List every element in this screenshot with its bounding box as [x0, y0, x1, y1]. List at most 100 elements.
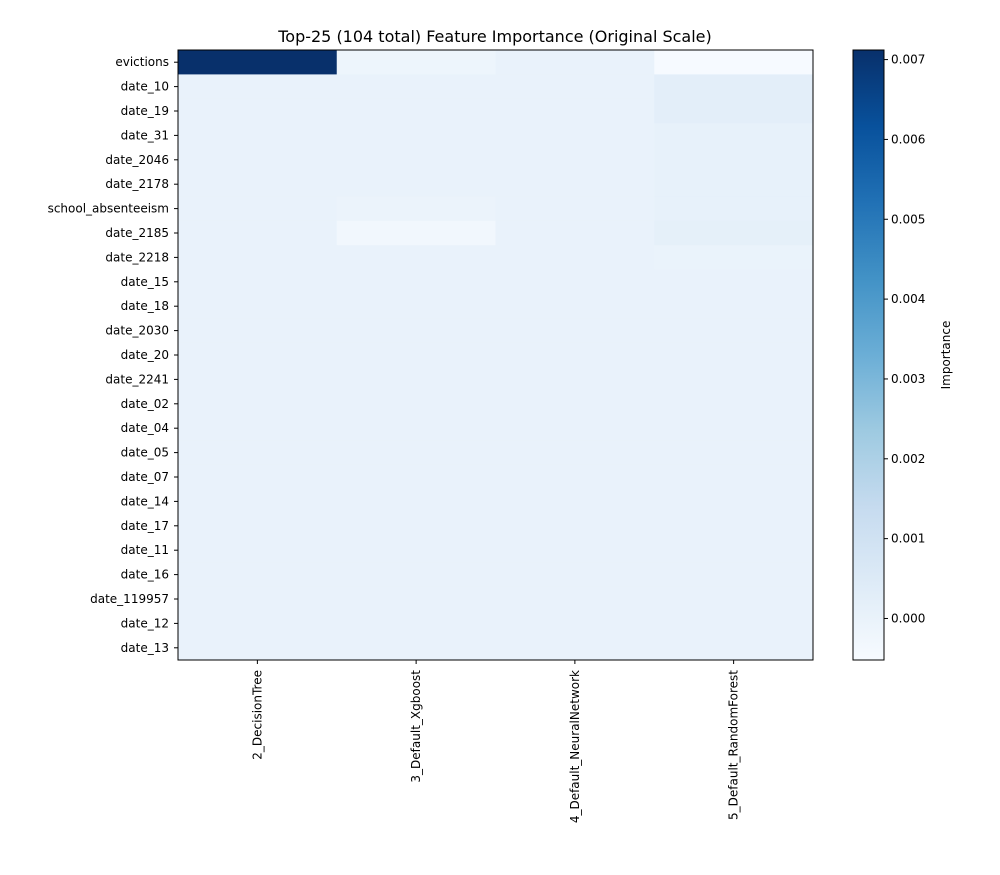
- heatmap-cell: [654, 245, 814, 271]
- heatmap-cell: [336, 318, 496, 344]
- heatmap-cell: [495, 318, 655, 344]
- colorbar-ticks: 0.000 0.001 0.002 0.003 0.004 0.005 0.006 0.007: [884, 53, 925, 625]
- heatmap-cell: [336, 269, 496, 295]
- heatmap-cell: [336, 74, 496, 100]
- heatmap-cell: [495, 50, 655, 75]
- heatmap-cell: [336, 513, 496, 539]
- row-tick-label: date_07: [121, 470, 169, 484]
- heatmap-cell: [495, 220, 655, 246]
- heatmap-cell: [336, 562, 496, 588]
- colorbar-label: Importance: [939, 321, 953, 390]
- heatmap-cell: [654, 269, 814, 295]
- heatmap-cell: [178, 416, 338, 441]
- heatmap-cell: [654, 440, 814, 466]
- row-tick-label: date_18: [121, 299, 169, 313]
- heatmap-cell: [654, 98, 814, 124]
- heatmap-cell: [654, 416, 814, 441]
- heatmap-cell: [178, 98, 338, 124]
- heatmap-cells: [178, 50, 814, 661]
- heatmap-cell: [336, 50, 496, 75]
- column-tick-labels: 2_DecisionTree 3_Default_Xgboost 4_Default…: [250, 660, 741, 823]
- heatmap-cell: [336, 538, 496, 563]
- column-tick-label: 2_DecisionTree: [250, 670, 264, 760]
- heatmap-cell: [495, 513, 655, 539]
- colorbar-tick-label: 0.004: [891, 292, 925, 306]
- heatmap-cell: [495, 416, 655, 441]
- heatmap-cell: [178, 464, 338, 490]
- row-tick-label: date_15: [121, 275, 169, 289]
- row-tick-label: date_31: [121, 128, 169, 142]
- heatmap-cell: [654, 123, 814, 149]
- heatmap-cell: [654, 513, 814, 539]
- heatmap-cell: [178, 123, 338, 149]
- heatmap-cell: [336, 464, 496, 490]
- heatmap-cell: [178, 538, 338, 563]
- colorbar-tick-label: 0.003: [891, 372, 925, 386]
- heatmap-cell: [495, 196, 655, 222]
- row-tick-label: date_04: [121, 421, 169, 435]
- heatmap-cell: [336, 245, 496, 271]
- colorbar-tick-label: 0.007: [891, 53, 925, 67]
- column-tick-label: 3_Default_Xgboost: [409, 670, 423, 783]
- row-tick-label: date_119957: [90, 592, 169, 606]
- heatmap-cell: [495, 367, 655, 393]
- heatmap-cell: [178, 562, 338, 588]
- heatmap-cell: [654, 635, 814, 661]
- row-tick-label: date_2218: [105, 250, 169, 264]
- heatmap-cell: [495, 635, 655, 661]
- heatmap-cell: [654, 172, 814, 197]
- heatmap-cell: [654, 391, 814, 417]
- heatmap-cell: [178, 635, 338, 661]
- heatmap-cell: [178, 245, 338, 271]
- heatmap-cell: [336, 611, 496, 637]
- row-tick-label: evictions: [115, 55, 169, 69]
- colorbar-tick-label: 0.001: [891, 532, 925, 546]
- row-tick-label: date_2046: [105, 153, 169, 167]
- heatmap-cell: [336, 123, 496, 149]
- heatmap-cell: [654, 611, 814, 637]
- heatmap-cell: [654, 74, 814, 100]
- colorbar-tick-label: 0.005: [891, 212, 925, 226]
- column-tick-label: 5_Default_RandomForest: [727, 670, 741, 820]
- heatmap-cell: [336, 342, 496, 368]
- row-tick-label: date_2030: [105, 324, 169, 338]
- row-tick-label: date_2241: [105, 372, 169, 386]
- row-tick-label: date_14: [121, 494, 169, 508]
- heatmap-cell: [336, 391, 496, 417]
- row-tick-label: date_17: [121, 519, 169, 533]
- heatmap-cell: [654, 196, 814, 222]
- heatmap-cell: [654, 367, 814, 393]
- row-tick-label: date_02: [121, 397, 169, 411]
- heatmap-cell: [654, 464, 814, 490]
- heatmap-cell: [178, 586, 338, 612]
- heatmap-cell: [336, 586, 496, 612]
- row-tick-label: date_16: [121, 568, 169, 582]
- heatmap-cell: [178, 342, 338, 368]
- heatmap-cell: [178, 50, 338, 75]
- heatmap-cell: [495, 464, 655, 490]
- heatmap-cell: [495, 586, 655, 612]
- heatmap-cell: [654, 50, 814, 75]
- heatmap-cell: [654, 318, 814, 344]
- row-tick-label: date_12: [121, 616, 169, 630]
- heatmap-cell: [495, 294, 655, 319]
- heatmap-cell: [178, 611, 338, 637]
- heatmap-cell: [495, 123, 655, 149]
- colorbar: [852, 49, 885, 661]
- heatmap-cell: [495, 562, 655, 588]
- row-tick-label: date_13: [121, 641, 169, 655]
- heatmap-cell: [495, 147, 655, 173]
- heatmap-cell: [495, 172, 655, 197]
- row-tick-label: date_10: [121, 80, 169, 94]
- heatmap-cell: [336, 98, 496, 124]
- heatmap-cell: [654, 147, 814, 173]
- heatmap-cell: [495, 342, 655, 368]
- heatmap-cell: [178, 147, 338, 173]
- colorbar-tick-label: 0.006: [891, 132, 925, 146]
- heatmap-cell: [654, 220, 814, 246]
- heatmap-cell: [336, 416, 496, 441]
- heatmap-cell: [654, 562, 814, 588]
- heatmap-cell: [495, 538, 655, 563]
- heatmap-cell: [336, 294, 496, 319]
